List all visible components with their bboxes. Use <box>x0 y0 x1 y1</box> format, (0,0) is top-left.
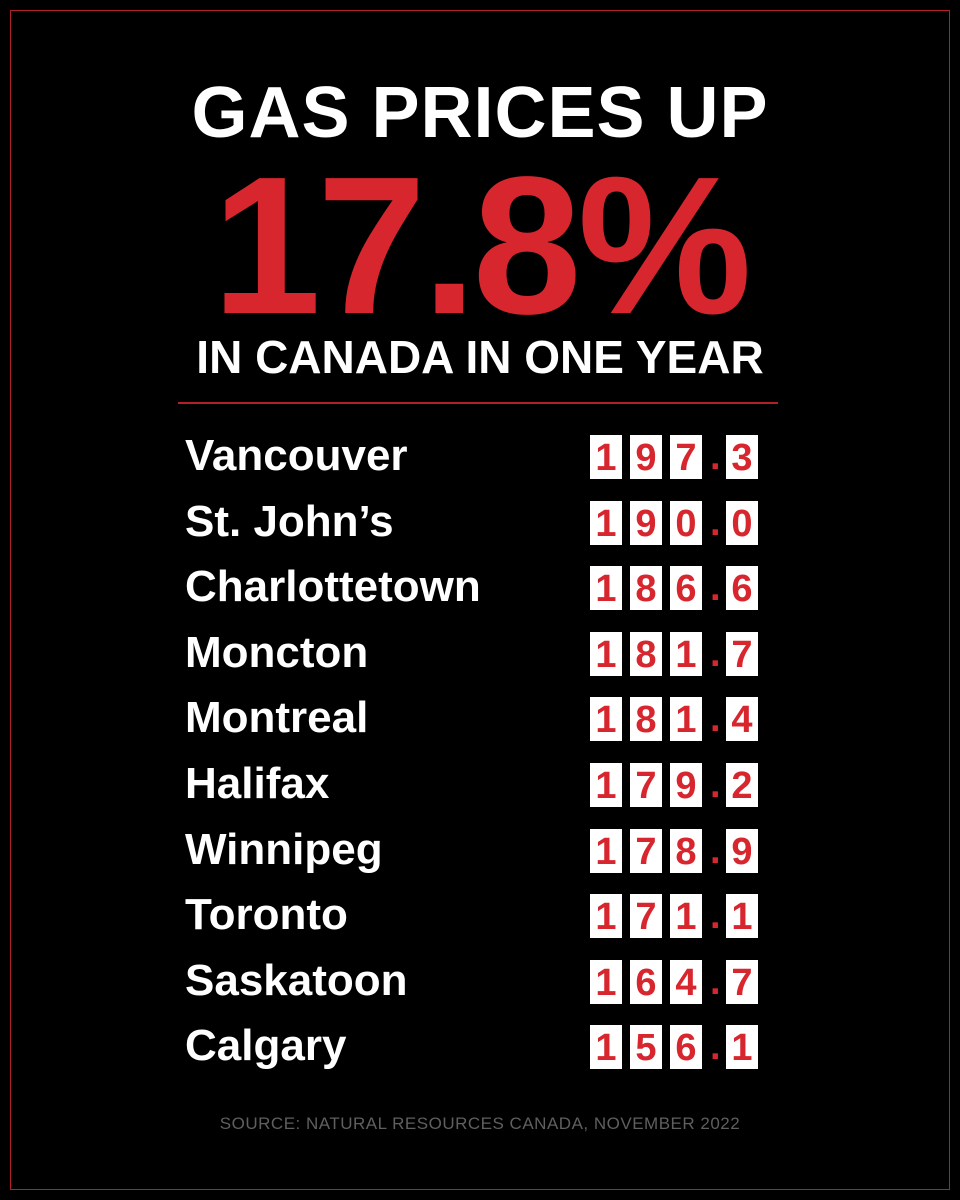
title: GAS PRICES UP <box>191 73 769 153</box>
price-digit: 0 <box>670 500 702 545</box>
price-digit: 6 <box>670 1025 702 1070</box>
price-separator: . <box>710 698 721 741</box>
price-digit: 9 <box>630 435 662 479</box>
price-digit: 9 <box>670 763 702 807</box>
table-row: Moncton 1 8 1. 7 <box>0 625 960 681</box>
table-row: Saskatoon 1 6 4. 7 <box>0 953 960 1009</box>
price-digit: 7 <box>726 631 758 676</box>
price-separator: . <box>710 501 721 544</box>
price-digit: 7 <box>630 763 662 807</box>
price-digit: 4 <box>670 959 702 1004</box>
price-digit: 8 <box>630 697 662 742</box>
table-row: Winnipeg 1 7 8. 9 <box>0 822 960 878</box>
price-digit: 3 <box>726 435 758 479</box>
price-digit: 1 <box>726 1025 758 1070</box>
price-separator: . <box>710 960 721 1003</box>
price-digit: 7 <box>670 435 702 479</box>
city: Vancouver <box>185 431 408 480</box>
price-digit: 9 <box>630 500 662 545</box>
subtitle: IN CANADA IN ONE YEAR <box>196 331 764 383</box>
price-digit: 1 <box>590 1025 622 1070</box>
price-digit: 1 <box>590 500 622 545</box>
price-digit: 1 <box>590 697 622 742</box>
price-separator: . <box>710 632 721 675</box>
price-digit: 5 <box>630 1025 662 1070</box>
table-row: Calgary 1 5 6. 1 <box>0 1018 960 1074</box>
price-digit: 8 <box>670 828 702 873</box>
price-digit: 0 <box>726 500 758 545</box>
table-row: Halifax 1 7 9. 2 <box>0 756 960 812</box>
price-digit: 7 <box>630 828 662 873</box>
price-digit: 7 <box>726 959 758 1004</box>
city: Moncton <box>185 627 369 677</box>
table-row: Toronto 1 7 1. 1 <box>0 887 960 943</box>
price-digit: 1 <box>590 566 622 611</box>
city: Calgary <box>185 1021 347 1071</box>
price-separator: . <box>710 829 721 872</box>
price-separator: . <box>710 764 721 806</box>
price-digit: 1 <box>670 697 702 742</box>
city: Winnipeg <box>185 824 383 874</box>
price-digit: 1 <box>670 631 702 676</box>
source: SOURCE: NATURAL RESOURCES CANADA, NOVEMB… <box>219 1114 741 1133</box>
price-digit: 2 <box>726 763 758 807</box>
city: Halifax <box>185 759 330 808</box>
price-digit: 1 <box>590 828 622 873</box>
price-digit: 6 <box>670 566 702 611</box>
price-digit: 1 <box>590 435 622 479</box>
price-digit: 1 <box>590 894 622 939</box>
price-separator: . <box>710 895 721 938</box>
city: Saskatoon <box>185 955 408 1005</box>
price-separator: . <box>710 1026 721 1069</box>
city: St. John’s <box>185 496 394 546</box>
price-digit: 1 <box>726 894 758 939</box>
table-row: Vancouver 1 9 7. 3 <box>0 428 960 484</box>
price-digit: 1 <box>590 631 622 676</box>
price-digit: 8 <box>630 631 662 676</box>
price-digit: 6 <box>726 566 758 611</box>
city: Montreal <box>185 693 369 743</box>
price-digit: 8 <box>630 566 662 611</box>
divider <box>178 402 778 404</box>
table-row: Charlottetown 1 8 6. 6 <box>0 559 960 615</box>
headline: 17.8% <box>212 136 752 355</box>
table-row: Montreal 1 8 1. 4 <box>0 690 960 746</box>
price-digit: 1 <box>670 894 702 939</box>
table-row: St. John’s 1 9 0. 0 <box>0 494 960 550</box>
price-digit: 1 <box>590 763 622 807</box>
price-digit: 6 <box>630 959 662 1004</box>
frame <box>10 10 950 1190</box>
city: Charlottetown <box>185 562 481 612</box>
price-digit: 4 <box>726 697 758 742</box>
price-digit: 9 <box>726 828 758 873</box>
price-digit: 1 <box>590 959 622 1004</box>
price-separator: . <box>710 436 721 478</box>
price-digit: 7 <box>630 894 662 939</box>
price-separator: . <box>710 567 721 610</box>
city: Toronto <box>185 890 348 940</box>
